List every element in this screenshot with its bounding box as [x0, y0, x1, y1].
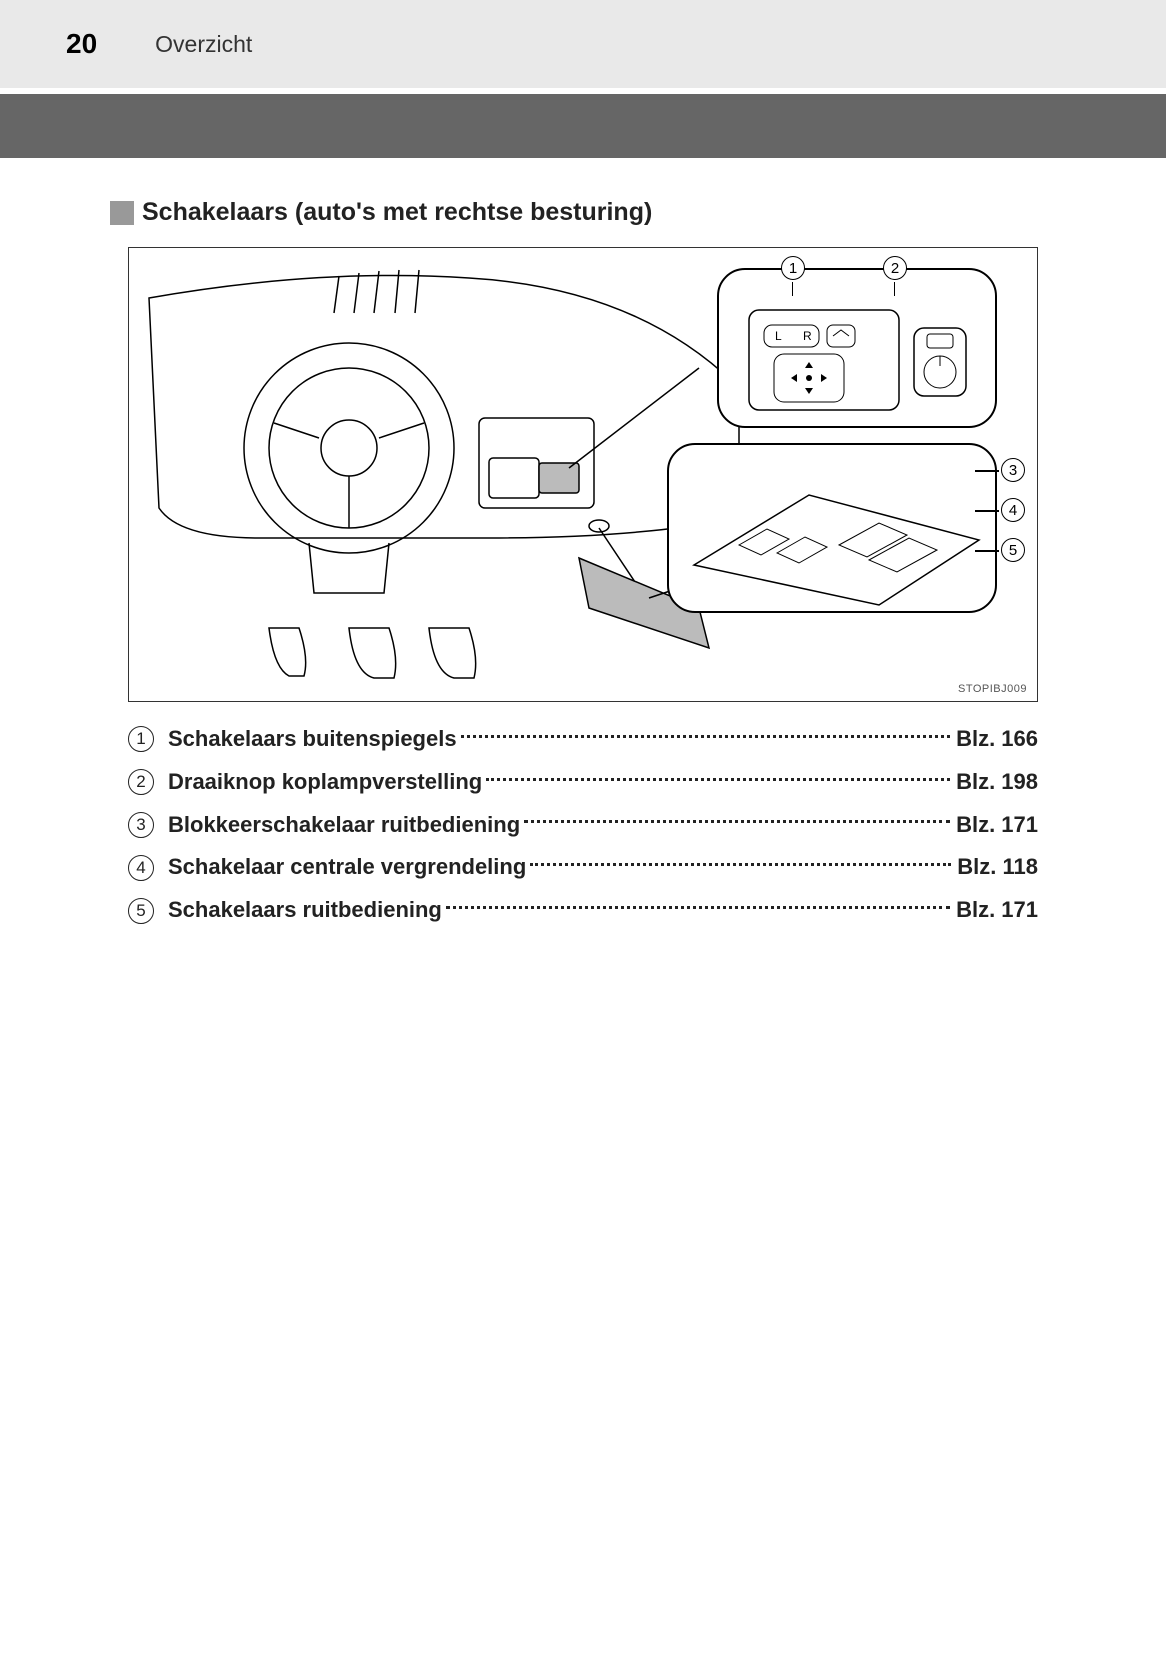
dark-band [0, 94, 1166, 158]
leader-dots [524, 820, 950, 823]
leader-dots [530, 863, 951, 866]
callout-number-3: 3 [1001, 458, 1025, 482]
callout-box-top: L R [717, 268, 997, 428]
legend-page: Blz. 171 [956, 895, 1038, 926]
section-title: Schakelaars (auto's met rechtse besturin… [142, 198, 652, 227]
callout-number-4: 4 [1001, 498, 1025, 522]
legend-row: 3 Blokkeerschakelaar ruitbediening Blz. … [128, 810, 1038, 841]
callout-number-1: 1 [781, 256, 805, 280]
legend-number: 5 [128, 898, 154, 924]
leader-dots [446, 906, 950, 909]
legend-label: Draaiknop koplampverstelling [168, 767, 482, 798]
legend-row: 2 Draaiknop koplampverstelling Blz. 198 [128, 767, 1038, 798]
leader-dots [486, 778, 950, 781]
figure-box: L R 1 2 [128, 247, 1038, 702]
callout-box-bottom [667, 443, 997, 613]
content-area: Schakelaars (auto's met rechtse besturin… [0, 158, 1166, 926]
legend-number: 4 [128, 855, 154, 881]
legend-number: 1 [128, 726, 154, 752]
figure-code: STOPIBJ009 [958, 683, 1027, 695]
legend-page: Blz. 198 [956, 767, 1038, 798]
legend-number: 2 [128, 769, 154, 795]
section-marker-icon [110, 201, 134, 225]
page-header: 20 Overzicht [0, 0, 1166, 88]
legend-number: 3 [128, 812, 154, 838]
leader-dots [461, 735, 950, 738]
callout-number-2: 2 [883, 256, 907, 280]
legend-row: 1 Schakelaars buitenspiegels Blz. 166 [128, 724, 1038, 755]
legend-page: Blz. 118 [957, 852, 1038, 883]
dashboard-illustration [139, 258, 759, 688]
legend-page: Blz. 166 [956, 724, 1038, 755]
legend-row: 5 Schakelaars ruitbediening Blz. 171 [128, 895, 1038, 926]
section-heading-row: Schakelaars (auto's met rechtse besturin… [110, 198, 1056, 227]
mirror-switch-illustration: L R [719, 270, 999, 430]
legend-label: Schakelaars buitenspiegels [168, 724, 457, 755]
legend-label: Schakelaars ruitbediening [168, 895, 442, 926]
svg-text:R: R [803, 329, 812, 343]
svg-text:L: L [775, 329, 782, 343]
page-number: 20 [66, 28, 97, 60]
legend-list: 1 Schakelaars buitenspiegels Blz. 166 2 … [128, 724, 1038, 926]
callout-number-5: 5 [1001, 538, 1025, 562]
header-title: Overzicht [155, 31, 252, 58]
legend-label: Schakelaar centrale vergrendeling [168, 852, 526, 883]
legend-label: Blokkeerschakelaar ruitbediening [168, 810, 520, 841]
door-switch-illustration [669, 445, 999, 615]
legend-row: 4 Schakelaar centrale vergrendeling Blz.… [128, 852, 1038, 883]
legend-page: Blz. 171 [956, 810, 1038, 841]
